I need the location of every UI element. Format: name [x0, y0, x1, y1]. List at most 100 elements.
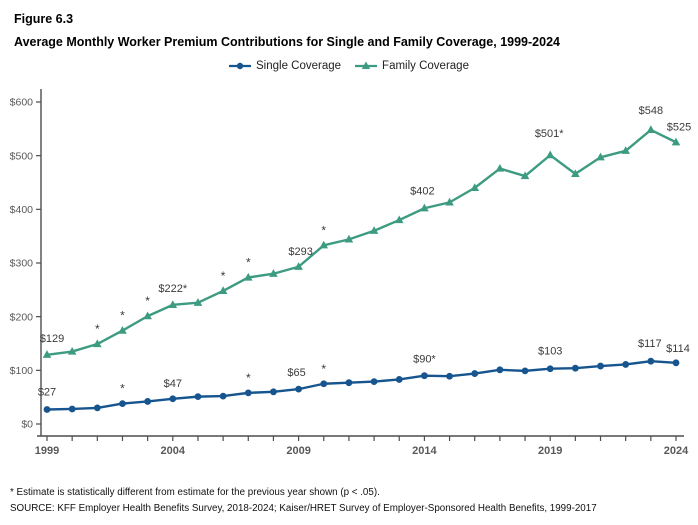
data-label: $65 [287, 367, 305, 379]
x-axis-tick-label: 2014 [412, 445, 437, 457]
axes: $0 $100 $200 $300 $400 $500 $600 1999 2004 2009 20… [10, 89, 689, 457]
data-point [43, 406, 51, 413]
figure-label: Figure 6.3 [14, 12, 74, 26]
data-point [571, 364, 579, 372]
data-point [270, 388, 277, 396]
data-point [545, 150, 555, 159]
data-point [671, 137, 681, 146]
y-axis-tick-label: $0 [21, 419, 33, 431]
data-point [218, 286, 228, 295]
x-axis-tick-label: 1999 [35, 445, 59, 457]
data-point [646, 125, 656, 134]
data-point [169, 395, 177, 403]
data-point [93, 339, 102, 348]
y-axis-tick-label: $600 [10, 97, 34, 109]
data-point [420, 203, 429, 212]
data-point [168, 300, 178, 308]
significance-asterisk: * [221, 269, 226, 283]
data-point [647, 357, 655, 365]
legend-label: Family Coverage [382, 60, 469, 72]
significance-asterisk: * [95, 322, 100, 336]
data-point [520, 171, 530, 180]
data-point [345, 379, 353, 387]
data-point [319, 240, 329, 249]
data-point [320, 380, 328, 388]
significance-asterisk: * [120, 382, 125, 396]
data-point [93, 404, 101, 412]
data-point [546, 365, 554, 373]
header: Figure 6.3 Average Monthly Worker Premiu… [0, 0, 698, 49]
significance-asterisk: * [321, 223, 326, 237]
data-point [269, 269, 278, 277]
significance-asterisk: * [120, 309, 125, 323]
data-point [144, 398, 152, 405]
data-point [143, 311, 152, 320]
premium-contributions-line-chart: $0 $100 $200 $300 $400 $500 $600 1999 2004 2009 20… [10, 89, 691, 457]
family-coverage-legend-marker-icon [355, 61, 378, 69]
legend-label: Single Coverage [256, 60, 342, 72]
data-point [445, 197, 454, 206]
data-label: $525 [667, 121, 691, 133]
data-label: $501* [535, 128, 564, 140]
data-point [571, 169, 580, 178]
data-point [395, 376, 403, 383]
data-point [244, 389, 252, 397]
data-point [42, 350, 52, 358]
y-axis-tick-label: $100 [10, 365, 34, 377]
legend: Single Coverage Family Coverage [0, 58, 698, 74]
data-point [394, 215, 404, 224]
y-axis-tick-label: $200 [10, 311, 34, 323]
data-point [118, 326, 127, 334]
data-label: $47 [164, 378, 182, 390]
series-line-family-coverage [45, 128, 678, 356]
series-single-coverage: * * * $27 $47 $65 $90* $103 $117 $114 [38, 338, 690, 413]
data-label: $293 [288, 246, 312, 258]
significance-asterisk: * [145, 294, 150, 308]
legend-item-single-coverage: Single Coverage [229, 60, 341, 72]
data-point [294, 262, 303, 270]
data-label: $90* [413, 354, 436, 366]
data-point [344, 234, 354, 243]
y-axis-tick-label: $400 [10, 204, 34, 216]
data-point [446, 372, 453, 380]
data-point [243, 272, 253, 281]
y-axis-tick-label: $300 [10, 258, 34, 270]
x-axis-tick-label: 2019 [538, 445, 562, 457]
data-point [193, 298, 203, 306]
figure-title: Average Monthly Worker Premium Contribut… [14, 35, 560, 49]
data-point [67, 346, 77, 355]
data-point [194, 393, 202, 401]
data-label: $117 [638, 338, 662, 350]
legend-item-family-coverage: Family Coverage [355, 60, 469, 72]
significance-asterisk: * [246, 371, 251, 385]
data-point [521, 367, 529, 375]
footnotes: * Estimate is statistically different fr… [10, 485, 698, 517]
data-point [672, 359, 680, 367]
data-point [421, 372, 428, 380]
data-point [470, 183, 480, 191]
data-point [119, 400, 126, 408]
x-axis-tick-label: 2024 [664, 445, 689, 457]
y-axis-tick-label: $500 [10, 150, 34, 162]
data-point [471, 370, 479, 377]
data-point [68, 405, 76, 413]
significance-asterisk: * [321, 362, 326, 376]
data-label: $129 [40, 333, 64, 345]
legend-marker-triangle [361, 61, 371, 69]
data-point [495, 163, 505, 172]
data-point [621, 146, 630, 154]
data-label: $548 [639, 105, 663, 117]
legend-marker-circle [236, 62, 244, 70]
data-label: $27 [38, 387, 56, 399]
significance-asterisk: * [246, 255, 251, 269]
series-line-single-coverage [45, 360, 678, 411]
data-point [622, 361, 630, 368]
data-point [370, 378, 378, 386]
data-label: $114 [666, 343, 690, 355]
data-point [596, 152, 605, 161]
data-label: $103 [538, 346, 562, 358]
x-axis-tick-label: 2009 [286, 445, 310, 457]
data-point [295, 385, 302, 393]
x-axis-tick-label: 2004 [161, 445, 186, 457]
